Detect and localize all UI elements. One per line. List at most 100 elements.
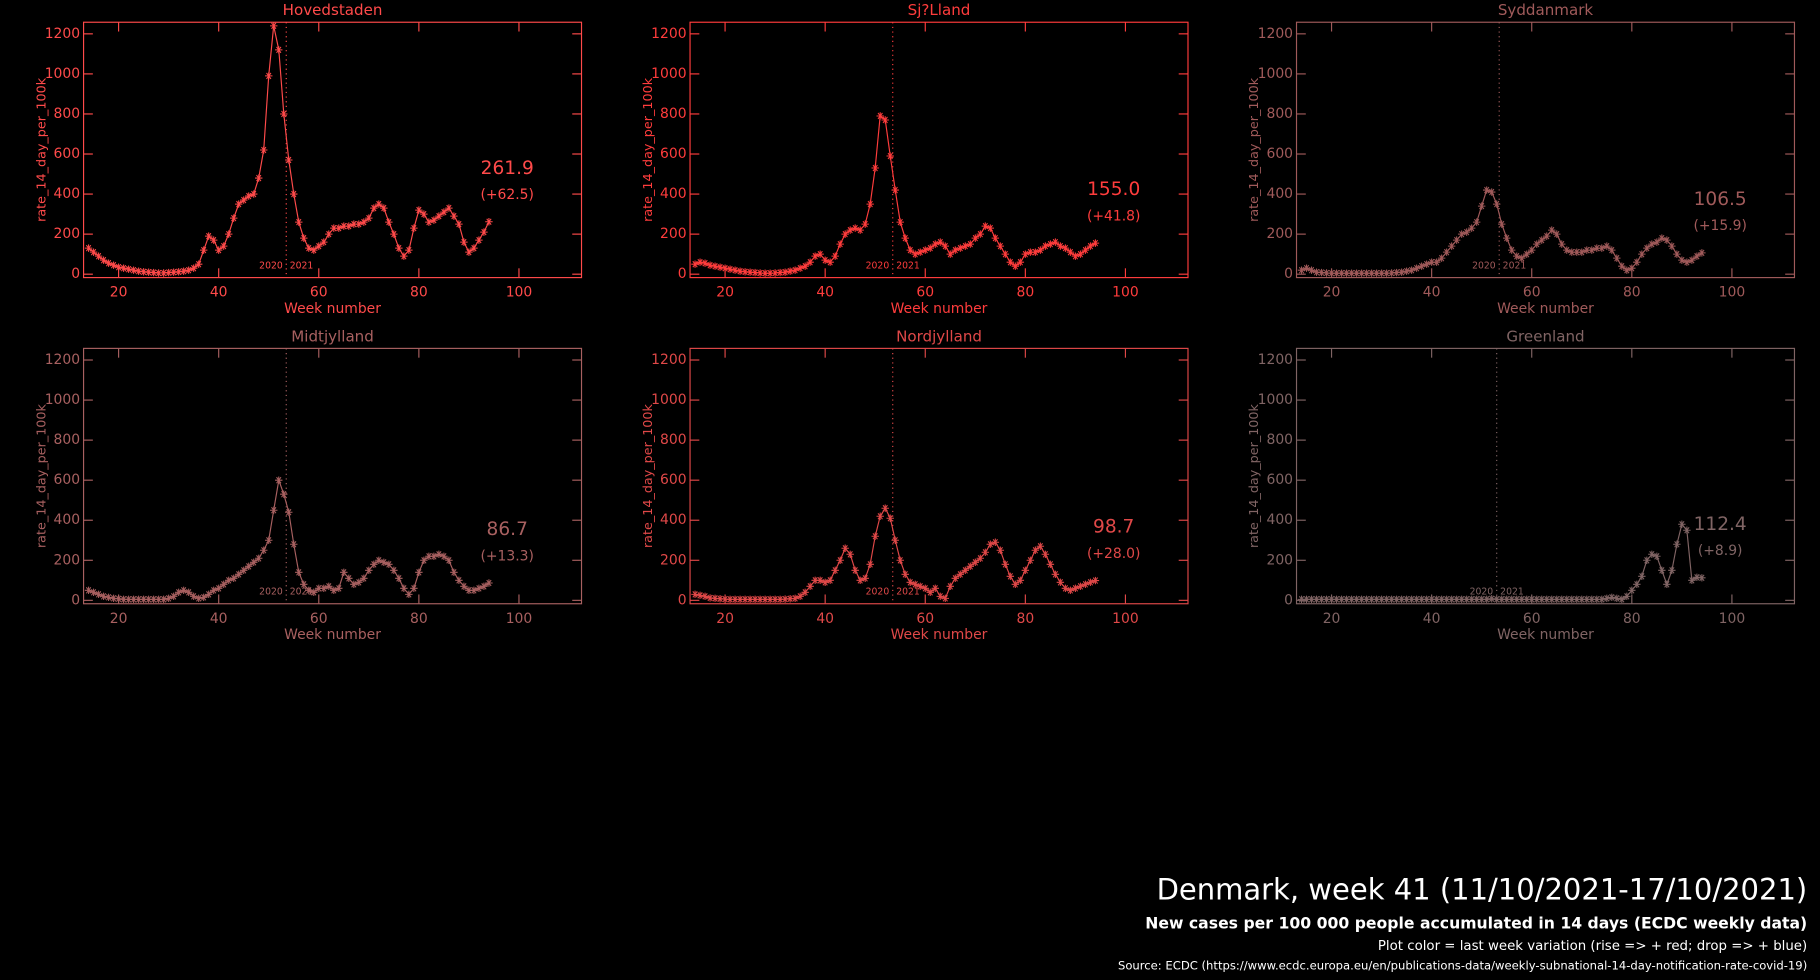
data-point: [801, 588, 809, 597]
data-point: [1683, 258, 1691, 266]
data-point: [149, 268, 158, 277]
data-point: [1698, 574, 1706, 582]
data-point: [169, 268, 178, 276]
data-point: [1653, 238, 1661, 246]
data-point: [1482, 595, 1491, 604]
data-point: [365, 566, 373, 575]
x-tick-label: 40: [816, 285, 834, 301]
data-point: [1538, 236, 1546, 244]
data-point: [1302, 264, 1311, 272]
data-point: [1457, 230, 1466, 238]
data-point: [174, 588, 183, 597]
data-point: [1006, 572, 1015, 581]
data-point: [1352, 269, 1361, 277]
data-point: [1508, 595, 1516, 604]
data-point: [771, 595, 779, 604]
data-point: [1457, 595, 1466, 604]
data-point: [1508, 246, 1516, 254]
data-point: [109, 594, 118, 603]
data-point: [1462, 595, 1471, 604]
data-point: [460, 582, 468, 591]
data-point: [846, 226, 854, 234]
data-point: [1477, 595, 1486, 604]
data-point: [1553, 230, 1561, 238]
y-tick-label: 600: [660, 146, 687, 162]
data-point: [184, 266, 193, 274]
x-axis-label: Week number: [1497, 301, 1594, 317]
data-point: [1583, 595, 1591, 604]
y-tick-label: 600: [54, 146, 81, 162]
y-axis-label: rate_14_day_per_100k: [641, 403, 656, 548]
data-point: [1442, 248, 1451, 256]
data-point: [204, 232, 213, 240]
data-point: [1568, 595, 1576, 604]
data-point: [470, 586, 478, 595]
data-point: [796, 592, 804, 601]
data-point: [285, 508, 293, 516]
data-point: [866, 200, 874, 208]
data-point: [94, 252, 103, 260]
data-point: [706, 261, 714, 269]
data-point: [395, 574, 403, 583]
data-point: [410, 224, 418, 232]
data-point: [1041, 242, 1050, 250]
panel: Greenland Week number rate_14_day_per_100k…: [1247, 327, 1796, 643]
y-tick-label: 200: [1266, 226, 1293, 242]
data-point: [1412, 264, 1421, 272]
data-point: [164, 268, 173, 277]
data-point: [1432, 258, 1441, 266]
data-point: [1633, 258, 1641, 266]
data-point: [270, 506, 278, 514]
data-point: [1086, 578, 1095, 587]
data-point: [295, 568, 303, 577]
data-point: [991, 538, 1000, 546]
data-point: [475, 584, 483, 593]
data-point: [731, 595, 739, 604]
data-point: [1673, 540, 1681, 548]
footer-source: Source: ECDC (https://www.ecdc.europa.eu…: [1118, 958, 1807, 972]
data-point: [726, 265, 734, 273]
data-point: [295, 218, 303, 226]
data-point: [1437, 254, 1446, 262]
data-point: [881, 504, 889, 512]
data-point: [229, 574, 238, 583]
data-point: [766, 269, 774, 277]
data-point: [1462, 228, 1471, 236]
data-point: [1573, 248, 1581, 256]
x-tick-label: 20: [110, 611, 128, 627]
data-point: [330, 586, 338, 595]
data-point: [425, 552, 433, 560]
data-point: [1452, 236, 1461, 244]
data-point: [871, 164, 879, 172]
data-point: [370, 204, 378, 212]
data-point: [1598, 244, 1606, 252]
data-point: [1367, 269, 1376, 277]
data-point: [841, 544, 849, 552]
y-tick-label: 0: [71, 266, 80, 282]
data-point: [781, 268, 789, 276]
data-point: [1036, 246, 1045, 254]
data-point: [320, 238, 328, 246]
data-point: [951, 574, 959, 583]
data-point: [234, 200, 243, 208]
data-point: [1648, 240, 1656, 248]
data-point: [1382, 595, 1391, 604]
data-point: [1563, 246, 1571, 254]
data-point: [1608, 593, 1616, 602]
data-point: [1502, 234, 1511, 242]
data-point: [716, 595, 724, 603]
y-tick-label: 600: [1266, 472, 1293, 488]
data-point: [726, 595, 734, 604]
data-point: [94, 590, 103, 599]
data-point: [440, 552, 448, 560]
data-point: [816, 576, 824, 585]
data-point: [335, 224, 343, 232]
data-point: [721, 595, 729, 603]
change-label: (+62.5): [480, 187, 533, 203]
y-tick-label: 0: [1284, 266, 1293, 282]
data-point: [1011, 580, 1020, 589]
data-point: [285, 156, 293, 164]
data-point: [1467, 224, 1476, 232]
data-point: [1518, 595, 1526, 604]
